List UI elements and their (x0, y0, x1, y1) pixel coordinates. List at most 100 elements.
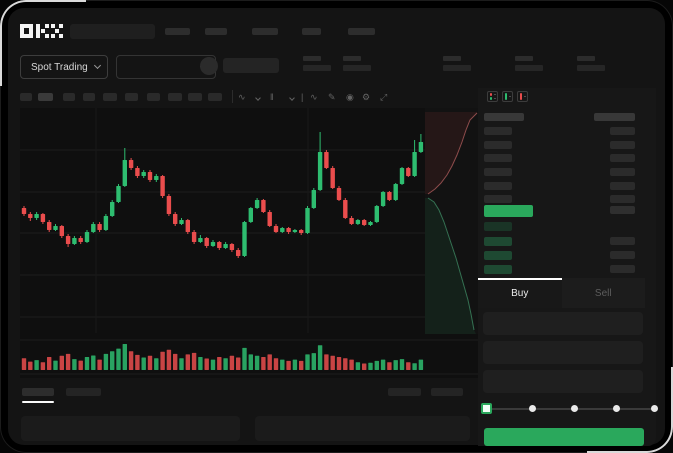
candle-body (65, 236, 71, 244)
orders-link-placeholder[interactable] (388, 388, 421, 396)
ask-amount-placeholder (610, 154, 635, 162)
volume-bar (236, 357, 241, 370)
trend-line-tool-icon[interactable]: ∿ (310, 92, 318, 102)
candle-body (311, 190, 316, 208)
tab-sell[interactable]: Sell (594, 287, 612, 299)
candle-body (110, 202, 115, 216)
ask-amount-placeholder (610, 182, 635, 190)
candle-body (330, 168, 335, 188)
chart-settings-icon[interactable]: ⚙ (362, 92, 371, 102)
timeframe-button-placeholder[interactable] (38, 93, 53, 101)
depth-asks-line (427, 112, 478, 195)
candle-body (362, 220, 367, 225)
candle-body (84, 232, 90, 242)
amount-slider-handle[interactable] (481, 403, 492, 414)
book-view-buys-icon[interactable] (502, 91, 513, 102)
amount-at-price-placeholder (610, 206, 635, 214)
buy-submit-button[interactable] (484, 428, 644, 446)
candle-body (418, 142, 424, 152)
timeframe-button-placeholder[interactable] (20, 93, 32, 101)
orders-tab-active[interactable] (22, 388, 54, 396)
slider-stop-dot[interactable] (529, 405, 536, 412)
price-input-placeholder[interactable] (483, 312, 643, 335)
ask-amount-placeholder (610, 141, 635, 149)
candle-body (393, 184, 398, 200)
nav-item-placeholder[interactable] (348, 28, 375, 35)
orders-link-placeholder[interactable] (431, 388, 463, 396)
timeframe-button-placeholder[interactable] (83, 93, 95, 101)
candle-body (223, 244, 228, 248)
volume-bar (191, 352, 197, 370)
timeframe-button-placeholder[interactable] (168, 93, 182, 101)
interval-chevron-icon[interactable] (255, 91, 261, 103)
book-col-header-amount (594, 113, 635, 121)
timeframe-button-placeholder[interactable] (125, 93, 138, 101)
candle-body (242, 222, 247, 256)
volume-bar (242, 347, 247, 370)
volume-bar (248, 354, 253, 370)
bid-amount-placeholder (610, 265, 635, 273)
slider-stop-dot[interactable] (651, 405, 658, 412)
timeframe-button-placeholder[interactable] (147, 93, 160, 101)
slider-stop-dot[interactable] (613, 405, 620, 412)
bid-amount-placeholder (610, 251, 635, 259)
snapshot-icon[interactable]: ◉ (346, 92, 354, 102)
okx-logo[interactable] (20, 23, 64, 39)
candle-body (267, 212, 272, 226)
candle-body (97, 224, 102, 230)
candle-body (368, 222, 373, 225)
timeframe-button-placeholder[interactable] (188, 93, 202, 101)
amount-input-placeholder[interactable] (483, 341, 643, 364)
total-input-placeholder[interactable] (483, 370, 643, 393)
bid-price-placeholder (484, 222, 512, 231)
pair-name-placeholder (223, 58, 279, 73)
depth-bids-area (425, 198, 476, 334)
candle-body (47, 222, 52, 230)
fullscreen-icon[interactable]: ⤢ (380, 92, 388, 102)
ticker-stat-placeholder (303, 65, 331, 71)
draw-tool-icon[interactable]: ✎ (328, 92, 336, 102)
candle-body (229, 244, 235, 250)
candle-body (280, 228, 285, 232)
volume-bar (21, 358, 27, 370)
ask-amount-placeholder (610, 127, 635, 135)
volume-bar (267, 354, 272, 370)
candle-body (179, 220, 184, 224)
book-view-combined-icon[interactable] (487, 91, 498, 102)
bid-amount-placeholder (610, 237, 635, 245)
tab-buy[interactable]: Buy (478, 278, 562, 308)
candle-body (292, 230, 298, 232)
nav-item-placeholder[interactable] (252, 28, 278, 35)
ticker-stat-placeholder (343, 65, 371, 71)
orders-panel-placeholder (255, 416, 470, 441)
ticker-stat-placeholder (577, 56, 595, 61)
candlestick-chart[interactable] (20, 108, 478, 378)
candle-body (160, 176, 165, 196)
candle-style-icon[interactable]: ‖ (270, 92, 274, 102)
style-chevron-icon[interactable] (289, 91, 295, 103)
indicator-line-icon[interactable]: ∿ (238, 92, 246, 102)
candle-body (380, 192, 386, 206)
slider-stop-dot[interactable] (571, 405, 578, 412)
candle-body (343, 200, 348, 218)
candle-body (59, 226, 64, 236)
candle-body (217, 242, 222, 248)
timeframe-button-placeholder[interactable] (103, 93, 117, 101)
market-type-dropdown[interactable]: Spot Trading (20, 55, 108, 79)
timeframe-button-placeholder[interactable] (63, 93, 75, 101)
ticker-stat-placeholder (443, 65, 471, 71)
book-view-sells-icon[interactable] (517, 91, 528, 102)
bid-price-placeholder (484, 265, 512, 274)
candle-body (185, 220, 190, 232)
timeframe-button-placeholder[interactable] (208, 93, 222, 101)
nav-item-placeholder[interactable] (302, 28, 321, 35)
ask-price-placeholder (484, 182, 512, 190)
candle-body (147, 172, 153, 180)
candle-body (374, 206, 379, 222)
nav-item-placeholder[interactable] (165, 28, 190, 35)
nav-item-placeholder[interactable] (205, 28, 227, 35)
ask-price-placeholder (484, 141, 512, 149)
orders-tab[interactable] (66, 388, 101, 396)
brand-placeholder (70, 24, 155, 39)
book-col-header-price (484, 113, 524, 121)
